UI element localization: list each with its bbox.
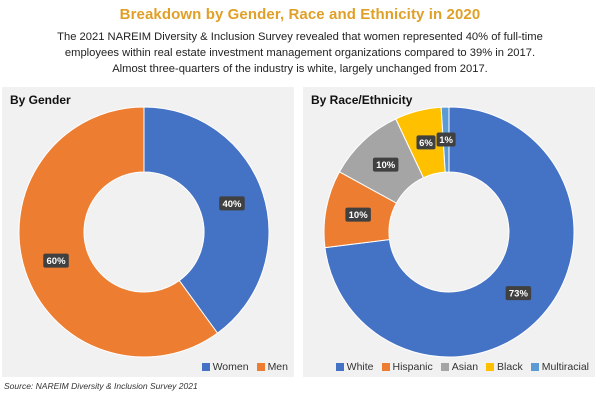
page-title: Breakdown by Gender, Race and Ethnicity … — [119, 6, 481, 23]
data-label-men: 60% — [43, 253, 69, 268]
legend-item-black: Black — [486, 361, 523, 373]
svg-text:6%: 6% — [419, 138, 433, 149]
data-label-asian: 10% — [372, 157, 399, 172]
data-label-multiracial: 1% — [436, 132, 456, 147]
legend-label: Black — [497, 361, 523, 373]
slice-men — [18, 106, 219, 358]
legend-label: Asian — [451, 361, 479, 373]
legend-swatch — [201, 363, 210, 371]
data-label-hispanic: 10% — [345, 207, 371, 222]
subtitle-line: The 2021 NAREIM Diversity & Inclusion Su… — [57, 31, 543, 43]
data-label-black: 6% — [416, 135, 436, 150]
legend-label: Women — [212, 361, 249, 373]
legend-item-asian: Asian — [440, 361, 479, 373]
legend-label: Multiracial — [541, 361, 589, 373]
source-note: Source: NAREIM Diversity & Inclusion Sur… — [4, 381, 198, 391]
page-subtitle: The 2021 NAREIM Diversity & Inclusion Su… — [20, 29, 580, 77]
data-label-women: 40% — [219, 196, 245, 211]
gender-legend: Women Men — [201, 361, 288, 373]
legend-label: White — [346, 361, 374, 373]
svg-text:60%: 60% — [47, 256, 67, 267]
gender-donut-chart: 40% 60% — [18, 106, 270, 358]
svg-text:40%: 40% — [222, 199, 242, 210]
legend-swatch — [486, 363, 495, 371]
legend-swatch — [381, 363, 390, 371]
legend-item-men: Men — [256, 361, 288, 373]
data-label-white: 73% — [505, 286, 532, 301]
legend-swatch — [440, 363, 449, 371]
legend-item-multiracial: Multiracial — [530, 361, 589, 373]
legend-swatch — [530, 363, 539, 371]
svg-text:1%: 1% — [439, 135, 453, 146]
race-legend: White Hispanic Asian Black Multiracial — [335, 361, 589, 373]
race-chart-title: By Race/Ethnicity — [311, 93, 413, 107]
svg-text:73%: 73% — [509, 289, 529, 300]
legend-label: Hispanic — [392, 361, 433, 373]
legend-label: Men — [267, 361, 288, 373]
gender-chart-title: By Gender — [10, 93, 71, 107]
subtitle-line: Almost three-quarters of the industry is… — [112, 63, 488, 75]
race-donut-chart: 73% 10% 10% 6% 1% — [323, 106, 575, 358]
legend-item-hispanic: Hispanic — [381, 361, 433, 373]
svg-text:10%: 10% — [376, 160, 396, 171]
legend-swatch — [335, 363, 344, 371]
gender-chart-panel: 40% 60% By Gender Women Men — [2, 87, 294, 377]
race-chart-panel: 73% 10% 10% 6% 1% By Race/Ethnicity White His… — [303, 87, 595, 377]
subtitle-line: employees within real estate investment … — [64, 47, 536, 59]
svg-text:10%: 10% — [349, 210, 369, 221]
legend-item-white: White — [335, 361, 374, 373]
slice-women — [143, 106, 270, 334]
legend-item-women: Women — [201, 361, 249, 373]
legend-swatch — [256, 363, 265, 371]
